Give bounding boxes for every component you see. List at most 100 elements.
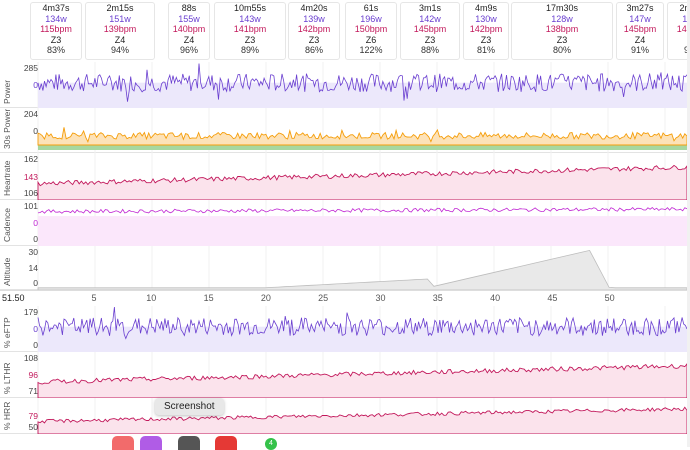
- interval-bpm: 142bpm: [297, 24, 331, 34]
- chart-panel-hrr[interactable]: % HRR 79 50: [0, 398, 690, 434]
- interval-card[interactable]: 4m20s 139w 142bpm Z3 86%: [288, 2, 340, 60]
- interval-pct: 81%: [476, 45, 495, 55]
- panel-label: % HRR: [2, 401, 12, 430]
- chart-panel-altitude[interactable]: Altitude 30 14 0: [0, 246, 690, 290]
- axis-tick-top: 101: [23, 201, 38, 211]
- interval-bpm: 142bpm: [469, 24, 503, 34]
- x-axis-start-value: 51.50: [2, 293, 25, 303]
- chart-panel-lthr[interactable]: % LTHR 108 96 71: [0, 352, 690, 398]
- dock-notification-badge: 4: [265, 438, 277, 450]
- interval-watts: 145w: [668, 14, 690, 25]
- interval-card[interactable]: 3m1s 142w 145bpm Z3 88%: [400, 2, 460, 60]
- interval-duration: 4m37s: [42, 3, 70, 13]
- axis-tick-mid: 14: [28, 263, 38, 273]
- axis-tick-bottom: 0: [33, 278, 38, 288]
- axis-tick-bottom: 50: [28, 422, 38, 432]
- dock-app-screenshot-icon[interactable]: [178, 436, 200, 450]
- axis-tick-top: 162: [23, 154, 38, 164]
- x-axis-tick: 40: [490, 293, 501, 303]
- interval-card[interactable]: 10m55s 143w 141bpm Z3 89%: [214, 2, 286, 60]
- chart-plot: [0, 62, 690, 108]
- interval-watts: 196w: [360, 13, 382, 24]
- interval-duration: 10m55s: [233, 3, 267, 13]
- dock-app-podcasts-icon[interactable]: [140, 436, 162, 450]
- interval-duration: 17m30s: [545, 3, 579, 13]
- interval-bpm: 140bpm: [172, 24, 206, 34]
- interval-pct: 83%: [46, 45, 65, 55]
- x-axis-tick: 10: [146, 293, 157, 303]
- interval-zone: Z3: [556, 34, 568, 45]
- interval-bpm: 145bpm: [413, 24, 447, 34]
- panel-label: Heartrate: [2, 160, 12, 196]
- interval-card[interactable]: 61s 196w 150bpm Z6 122%: [345, 2, 397, 60]
- chart-panel-cadence[interactable]: Cadence 101 0 0: [0, 200, 690, 246]
- interval-duration: 3m27s: [626, 3, 654, 13]
- x-axis-tick: 45: [547, 293, 558, 303]
- chart-panel-30s-power[interactable]: 30s Power 204 0: [0, 108, 690, 153]
- chart-panel-power[interactable]: Power 285 0: [0, 62, 690, 108]
- interval-pct: 86%: [304, 45, 323, 55]
- chart-plot: [0, 108, 690, 153]
- interval-card[interactable]: 88s 155w 140bpm Z4 96%: [168, 2, 210, 60]
- interval-pct: 80%: [552, 45, 571, 55]
- chart-panel-heartrate[interactable]: Heartrate 162 143 106: [0, 153, 690, 200]
- interval-watts: 147w: [629, 13, 651, 24]
- panel-label: % LTHR: [2, 362, 12, 395]
- interval-watts: 134w: [45, 13, 67, 24]
- axis-tick-mid: 0: [33, 125, 38, 136]
- chart-plot: [0, 153, 690, 200]
- chart-plot: [0, 352, 690, 398]
- interval-card[interactable]: 2m15s 151w 139bpm Z4 94%: [85, 2, 155, 60]
- interval-duration: 3m1s: [418, 3, 441, 13]
- axis-tick-mid: 0: [33, 218, 38, 228]
- axis-tick-top: 30: [28, 247, 38, 257]
- interval-duration: 2m15s: [106, 3, 134, 13]
- interval-duration: 2m56s: [679, 3, 690, 13]
- panel-label: Cadence: [2, 207, 12, 242]
- interval-card[interactable]: 4m37s 134w 115bpm Z3 83%: [30, 2, 82, 60]
- interval-pct: 122%: [359, 45, 383, 55]
- interval-zone: Z3: [480, 34, 492, 45]
- interval-bpm: 115bpm: [40, 24, 72, 34]
- dock: [110, 432, 280, 450]
- axis-tick-mid: 0: [33, 80, 38, 90]
- interval-card[interactable]: 4m9s 130w 142bpm Z3 81%: [463, 2, 509, 60]
- axis-tick-top: 179: [23, 307, 38, 317]
- axis-tick-bottom: 106: [23, 188, 38, 198]
- panel-label: % eFTP: [2, 317, 12, 348]
- interval-bpm: 139bpm: [103, 24, 137, 34]
- axis-tick-top: 285: [23, 63, 38, 73]
- interval-watts: 128w: [551, 13, 573, 24]
- interval-pct: 89%: [240, 45, 259, 55]
- x-axis-tick: 20: [260, 293, 271, 303]
- axis-tick-top: 204: [23, 109, 38, 119]
- interval-card[interactable]: 3m27s 147w 145bpm Z4 91%: [616, 2, 664, 60]
- scrollbar[interactable]: [687, 0, 690, 447]
- panel-label: Altitude: [2, 257, 12, 286]
- x-axis-tick: 35: [432, 293, 443, 303]
- interval-duration: 61s: [363, 3, 379, 13]
- chart-panel-eftp[interactable]: % eFTP 179 0 0: [0, 306, 690, 352]
- x-axis-tick: 25: [318, 293, 329, 303]
- interval-bpm: 147bpm: [676, 24, 690, 34]
- dock-app-red-icon[interactable]: [112, 436, 134, 450]
- interval-bpm: 145bpm: [623, 24, 657, 34]
- panel-label: 30s Power: [2, 108, 12, 149]
- interval-strip: 4m37s 134w 115bpm Z3 83% 2m15s 151w 139bpm Z4 94%…: [30, 0, 690, 62]
- interval-pct: 91%: [630, 45, 649, 55]
- axis-tick-mid: 96: [28, 370, 38, 380]
- interval-card[interactable]: 17m30s 128w 138bpm Z3 80%: [511, 2, 613, 60]
- dock-app-photo-booth-icon[interactable]: [215, 436, 237, 450]
- x-axis: 51.50 5 10 15 20 25 30 35 40 45 50: [0, 290, 690, 307]
- interval-watts: 155w: [178, 13, 200, 24]
- axis-tick-bottom: 0: [33, 340, 38, 350]
- screenshot-tooltip: Screenshot: [155, 398, 224, 415]
- interval-zone: Z4: [634, 34, 646, 45]
- interval-zone: Z3: [424, 34, 436, 45]
- interval-card[interactable]: 2m56s145w147bpmZ490%: [667, 2, 690, 60]
- x-axis-tick: 5: [91, 293, 97, 303]
- interval-pct: 88%: [420, 45, 439, 55]
- interval-bpm: 138bpm: [545, 24, 579, 34]
- interval-duration: 4m20s: [300, 3, 328, 13]
- interval-watts: 142w: [419, 13, 441, 24]
